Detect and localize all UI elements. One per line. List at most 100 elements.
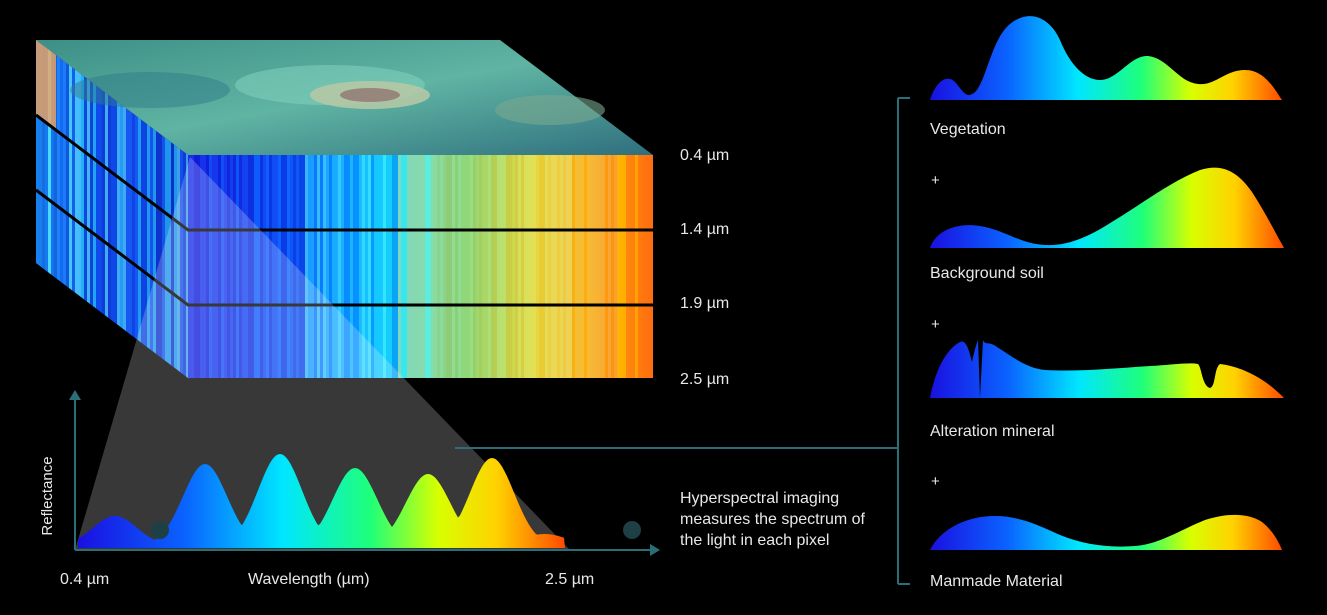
front-stripe (557, 155, 560, 378)
front-stripe (389, 155, 392, 378)
layer-label-2-5: 2.5 µm (680, 371, 730, 388)
front-stripe (473, 155, 476, 378)
front-stripe (515, 155, 518, 378)
front-stripe (278, 155, 281, 378)
front-stripe (188, 155, 191, 378)
front-stripe (293, 155, 296, 378)
front-stripe (332, 155, 335, 378)
side-stripe (78, 71, 81, 298)
connector-lines (455, 97, 910, 585)
front-stripe (221, 155, 224, 378)
front-stripe (299, 155, 302, 378)
front-stripe (269, 155, 272, 378)
side-stripe (123, 105, 126, 332)
front-stripe (566, 155, 569, 378)
front-stripe (644, 155, 647, 378)
side-stripe (153, 128, 156, 354)
front-stripe (602, 155, 605, 378)
side-stripe (180, 148, 183, 375)
plus-sign: + (931, 473, 940, 490)
side-stripe (69, 64, 72, 291)
cube-side-face (36, 40, 189, 379)
front-stripe (200, 155, 203, 378)
side-stripe (177, 146, 180, 372)
side-stripe (132, 112, 135, 338)
cube-front-face (188, 155, 653, 378)
front-stripe (434, 155, 437, 378)
front-stripe (371, 155, 374, 378)
front-stripe (572, 155, 575, 378)
front-stripe (272, 155, 275, 378)
plus-sign: + (931, 172, 940, 189)
front-stripe (503, 155, 506, 378)
front-stripe (554, 155, 557, 378)
front-stripe (206, 155, 209, 378)
front-stripe (548, 155, 551, 378)
layer-label-0-4: 0.4 µm (680, 147, 730, 164)
front-stripe (287, 155, 290, 378)
material-title-alteration-mineral: Alteration mineral (930, 423, 1055, 440)
front-stripe (347, 155, 350, 378)
front-stripe (560, 155, 563, 378)
front-stripe (521, 155, 524, 378)
front-stripe (422, 155, 425, 378)
front-stripe (506, 155, 509, 378)
front-stripe (404, 155, 407, 378)
front-stripe (443, 155, 446, 378)
front-stripe (326, 155, 329, 378)
x-axis-arrow-icon (650, 544, 660, 556)
side-stripe (159, 133, 162, 359)
front-stripe (266, 155, 269, 378)
side-stripe (99, 87, 102, 313)
alteration-mineral-spectrum (930, 340, 1284, 398)
front-stripe (356, 155, 359, 378)
front-stripe (455, 155, 458, 378)
manmade-material-spectrum (930, 514, 1282, 550)
front-stripe (377, 155, 380, 378)
front-stripe (545, 155, 548, 378)
side-stripe (108, 94, 111, 320)
front-stripe (464, 155, 467, 378)
front-stripe (230, 155, 233, 378)
front-stripe (500, 155, 503, 378)
front-stripe (638, 155, 641, 378)
side-stripe (144, 121, 147, 347)
layer-label-1-9: 1.9 µm (680, 295, 730, 312)
side-stripe (66, 62, 69, 288)
layer-separators (35, 113, 653, 307)
front-stripe (551, 155, 554, 378)
side-stripe (135, 114, 138, 341)
side-stripe (126, 108, 129, 334)
front-stripe (191, 155, 194, 378)
front-stripe (197, 155, 200, 378)
front-stripe (413, 155, 416, 378)
front-stripe (338, 155, 341, 378)
vegetation-spectrum (930, 16, 1282, 101)
front-stripe (212, 155, 215, 378)
spectrum-curve (78, 454, 565, 548)
front-stripe (584, 155, 587, 378)
front-stripe (341, 155, 344, 378)
front-stripe (260, 155, 263, 378)
front-stripe (620, 155, 623, 378)
front-stripe (581, 155, 584, 378)
front-stripe (536, 155, 539, 378)
side-stripe (105, 92, 108, 318)
front-stripe (590, 155, 593, 378)
front-stripe (611, 155, 614, 378)
front-stripe (440, 155, 443, 378)
front-stripe (632, 155, 635, 378)
front-stripe (218, 155, 221, 378)
x-axis-max-label: 2.5 µm (545, 571, 595, 588)
front-stripe (263, 155, 266, 378)
side-stripe (102, 89, 105, 316)
front-stripe (542, 155, 545, 378)
front-stripe (647, 155, 650, 378)
front-stripe (494, 155, 497, 378)
side-stripe (75, 69, 78, 295)
front-stripe (314, 155, 317, 378)
front-stripe (608, 155, 611, 378)
side-stripe (162, 135, 165, 361)
side-stripe (60, 58, 63, 284)
